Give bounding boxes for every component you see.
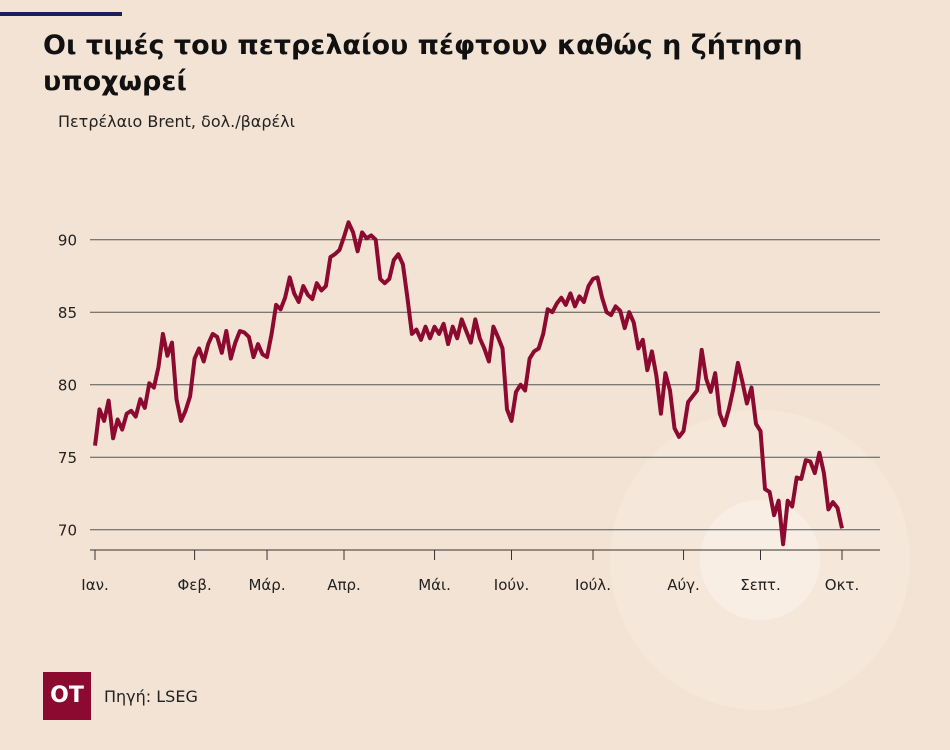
x-tick-label: Απρ. [327,576,361,594]
x-tick-label: Μάρ. [248,576,285,594]
x-tick-label: Ιούν. [494,576,529,594]
source: Πηγή: LSEG [104,687,198,706]
x-tick-label: Σεπτ. [740,576,780,594]
y-tick-label: 70 [58,522,77,540]
x-tick-label: Ιαν. [81,576,108,594]
price-line [93,220,844,547]
y-tick-label: 90 [58,232,77,250]
x-tick-label: Μάι. [418,576,451,594]
y-tick-label: 80 [58,377,77,395]
logo: OT [43,672,91,720]
x-tick-label: Αύγ. [667,576,700,594]
x-tick-label: Οκτ. [825,576,859,594]
y-tick-label: 75 [58,449,77,467]
top-bar [0,12,122,16]
x-tick-label: Φεβ. [177,576,211,594]
x-tick-label: Ιούλ. [575,576,611,594]
y-tick-label: 85 [58,304,77,322]
decor-circle [700,500,820,620]
chart-title: Οι τιμές του πετρελαίου πέφτουν καθώς η … [43,30,803,97]
chart-subtitle: Πετρέλαιο Brent, δολ./βαρέλι [58,112,296,131]
